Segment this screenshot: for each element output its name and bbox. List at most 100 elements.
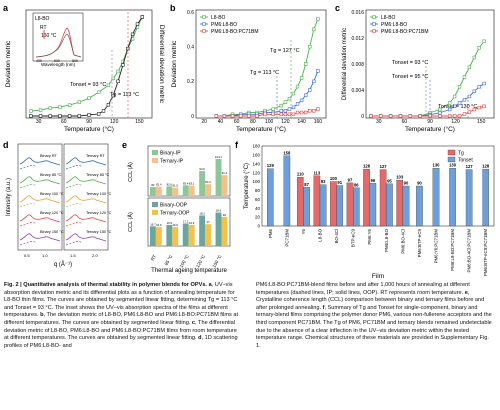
panel-f-xtick: PM6 <box>268 228 273 238</box>
panel-f-bar-tonset <box>303 187 310 227</box>
panel-f-bar-label-tonset: 128 <box>482 164 490 169</box>
caption-bold-3: c <box>191 319 196 326</box>
panel-f-xtick: PM6:BTP-eC9:PC71BM <box>483 229 488 276</box>
panel-f-bar-tonset <box>283 155 291 227</box>
legend-label: L8-BO <box>211 15 226 21</box>
scattering-curve-label: Binary RT <box>40 154 57 158</box>
panel-f-ytick: 100 <box>252 179 260 184</box>
panel-c-point <box>369 114 373 118</box>
panel-c-point <box>477 105 481 110</box>
inset-xlabel: Wavelength (nm) <box>41 62 76 67</box>
panel-b-annot-tg2: Tg = 113 °C <box>250 70 279 76</box>
panel-c-ytick: 0.004 <box>351 88 364 94</box>
panel-f-bar-label-tg: 97 <box>348 177 353 182</box>
caption-text-4: , 1D scattering profiles of PM6:L8-BO- a… <box>4 335 238 349</box>
panel-e-bar-value: 18.6 <box>216 209 222 213</box>
panel-c-point <box>482 104 486 108</box>
panel-a-xtick: 60 <box>61 119 67 125</box>
scattering-curve-oop <box>19 195 61 204</box>
panel-c-xtick: 150 <box>477 119 486 125</box>
panel-f-legend-label: Tg <box>458 150 464 156</box>
scattering-curve-oop <box>19 157 61 166</box>
panel-e-bar-top <box>205 184 211 196</box>
panel-f-bar-tonset <box>402 185 410 227</box>
panel-b-point <box>316 17 320 21</box>
panel-a-point <box>58 105 62 109</box>
panel-c-point <box>477 46 481 50</box>
panel-e-legend-swatch <box>152 150 158 155</box>
panel-e-bar-value: 104.1 <box>215 155 222 159</box>
panel-f-xtick: PM6:BTP-eC9 <box>417 228 422 257</box>
panel-f-bar-tg <box>296 176 304 227</box>
legend-marker <box>372 15 376 19</box>
panel-b-point <box>312 27 316 32</box>
panel-f-ylabel: Temperature (°C) <box>244 163 250 209</box>
panel-b-point <box>316 69 320 73</box>
panel-a-point <box>140 15 145 19</box>
panel-e-legend-label: Binary-IP <box>160 150 181 156</box>
panel-f-xtick: BTP-eC9 <box>351 228 356 247</box>
scattering-curve-label: Ternary 150 °C <box>86 230 112 234</box>
legend-label: PM6:L8-BO:PC71BM <box>211 29 259 35</box>
panel-e-bar-value: 17 <box>206 220 210 224</box>
panel-f-ytick: 40 <box>255 206 261 211</box>
panel-f-bar-label-tonset: 95 <box>387 178 392 183</box>
scattering-curve-label: Binary 85 °C <box>40 173 62 177</box>
panel-f-bar-tonset <box>266 168 274 227</box>
panel-c-point <box>398 114 403 118</box>
caption-text-1: , Crystalline coherence length (CCL) com… <box>256 289 485 311</box>
panel-label-a: a <box>3 3 9 13</box>
panel-f-bar-tg <box>363 168 370 227</box>
panel-b-point <box>291 91 296 96</box>
panel-d-ylabel: Intensity (a.u.) <box>6 178 12 216</box>
panel-f-bar-label-tonset: 129 <box>267 163 275 168</box>
panel-a-xtick: 30 <box>36 119 42 125</box>
panel-b-point <box>287 107 292 111</box>
panel-a-point <box>130 32 135 37</box>
panel-c-point <box>462 112 467 116</box>
panel-a-xtick: 120 <box>110 119 119 125</box>
legend-marker <box>372 29 376 33</box>
legend-label: PM6:L8-BO <box>381 22 407 28</box>
panel-f-bar-tg <box>346 182 354 227</box>
panel-f-chart: 1291581108711393100919786128961279510390… <box>244 144 495 280</box>
panel-f-bar-tg <box>379 169 387 227</box>
panel-e-bar-bottom <box>149 226 156 246</box>
panel-c-annot-1: Tonset = 93 °C <box>392 60 428 66</box>
panel-b-point <box>283 109 288 113</box>
panel-e-bar-value: 16.6 <box>172 223 178 227</box>
panel-f-bar-label-tonset: 158 <box>283 150 291 155</box>
panel-b-annot-tg1: Tg = 127 °C <box>270 48 300 54</box>
panel-b-point <box>295 102 300 106</box>
panel-b-xtick: 20 <box>201 119 207 125</box>
panel-b-xtick: 120 <box>281 119 290 125</box>
panel-c-point <box>472 89 477 94</box>
panel-b-point <box>308 109 312 113</box>
panel-b-point <box>308 44 312 49</box>
panel-a-point <box>67 114 72 118</box>
panel-c-ylabel: Differential deviation metric <box>342 28 348 100</box>
panel-e-bar-value: 18.2 <box>199 211 205 215</box>
panel-a-point <box>121 63 125 67</box>
panel-b-point <box>263 112 267 116</box>
panel-e-bar-value: 18 <box>223 213 227 217</box>
panel-f-xtick: PM6:L8-BO:PC71BM <box>450 229 455 271</box>
scattering-curve-ip <box>65 183 83 189</box>
caption-text-3: , The differential deviation metric of L… <box>4 319 237 342</box>
scattering-curve-oop <box>19 233 61 242</box>
panel-b-point <box>291 105 296 110</box>
caption-text-0: PM6:L8-BO:PC71BM-blend films before and … <box>256 282 470 296</box>
panel-c-point <box>457 85 462 89</box>
panel-c-point <box>408 114 413 118</box>
panel-b-ylabel: Deviation metric <box>171 40 178 87</box>
panel-e-xtick: 120 °C <box>195 253 207 268</box>
caption-bold-2: b <box>40 312 44 319</box>
panel-f-ytick: 80 <box>255 188 261 193</box>
panel-f-bar-tonset <box>319 184 327 227</box>
panel-label-b: b <box>170 3 176 13</box>
panel-e-legend-label: Binary-OOP <box>160 202 188 208</box>
scattering-curve-label: Binary 100 °C <box>40 192 64 196</box>
panel-b-point <box>303 110 308 115</box>
panel-b-xtick: 60 <box>234 119 240 125</box>
